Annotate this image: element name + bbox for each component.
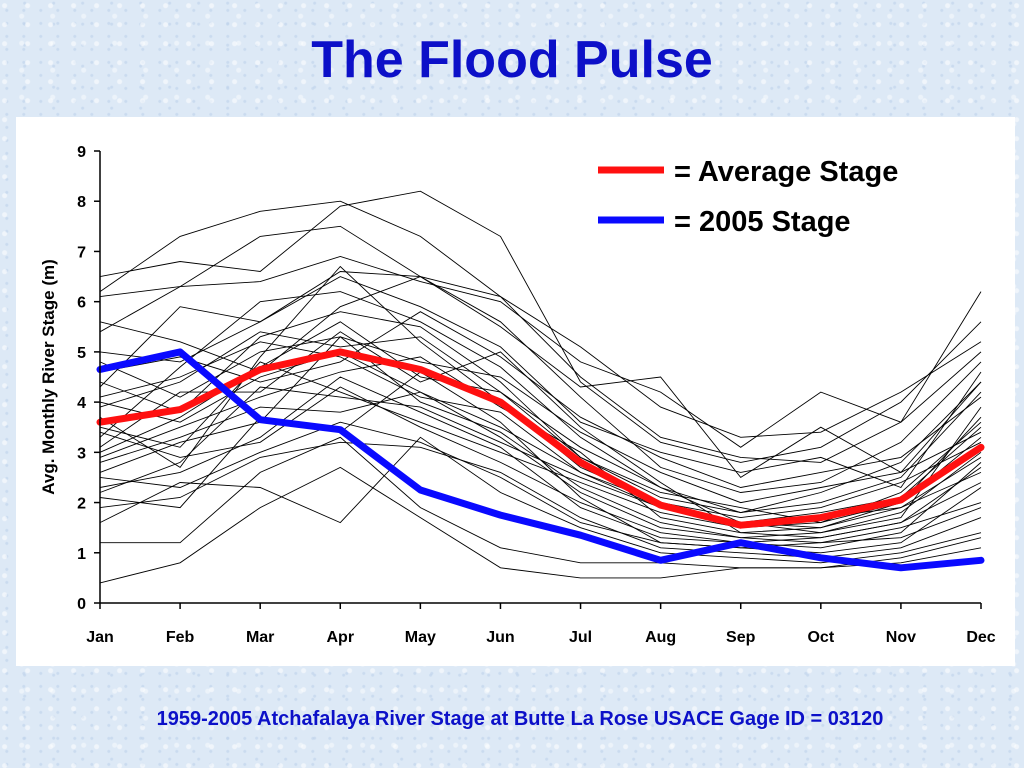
y-tick-label: 2	[77, 496, 86, 513]
annual-series-line-24	[99, 331, 982, 524]
x-tick-label: May	[405, 629, 436, 646]
x-tick-label: Oct	[807, 629, 834, 646]
y-tick-label: 4	[77, 395, 86, 412]
y-tick-label: 6	[77, 295, 86, 312]
average-stage-line	[96, 348, 985, 529]
annual-series-line-1	[99, 200, 982, 463]
x-tick-label: Jul	[569, 629, 592, 646]
y-tick-label: 5	[77, 345, 86, 362]
chart-panel: 0 1 2 3 4 5 6 7 8 9 Jan Feb Mar Apr May Jun Jul Aug Sep Oct…	[16, 117, 1015, 666]
annual-series-line-30	[99, 341, 982, 529]
annual-lines-group	[99, 190, 982, 584]
x-tick-label: Jun	[486, 629, 514, 646]
annual-series-line-20	[99, 336, 982, 504]
annual-series-line-21	[99, 351, 982, 519]
annual-series-line-5	[99, 271, 982, 478]
annual-series-line-7	[99, 291, 982, 514]
x-tick-label: Apr	[326, 629, 354, 646]
x-tick-label: Sep	[726, 629, 756, 646]
annual-series-line-2	[99, 190, 982, 463]
y-tick-label: 1	[77, 546, 86, 563]
x-tick-label: Nov	[886, 629, 916, 646]
annual-series-line-10	[99, 331, 982, 534]
stage-2005-line	[96, 348, 985, 572]
annual-series-line-3	[99, 225, 982, 438]
y-tick-label: 9	[77, 144, 86, 161]
y-tick-label: 0	[77, 596, 86, 613]
annual-series-line-26	[99, 421, 982, 549]
annual-series-line-17	[100, 436, 982, 569]
y-axis-label: Avg. Monthly River Stage (m)	[39, 259, 58, 495]
x-tick-label: Aug	[645, 629, 676, 646]
annual-series-line-6	[99, 276, 982, 489]
annual-series-line-28	[99, 386, 982, 529]
legend: = Average Stage = 2005 Stage	[598, 156, 898, 238]
annual-series-line-19	[99, 276, 982, 493]
ticks-group: 0 1 2 3 4 5 6 7 8 9 Jan Feb Mar Apr May Jun Jul Aug Sep Oct…	[77, 144, 996, 646]
legend-average-label: = Average Stage	[674, 156, 898, 188]
x-tick-label: Dec	[966, 629, 995, 646]
slide-title: The Flood Pulse	[311, 31, 713, 89]
annual-series-line-8	[99, 311, 982, 524]
annual-series-line-25	[99, 386, 982, 544]
flood-pulse-chart: 0 1 2 3 4 5 6 7 8 9 Jan Feb Mar Apr May Jun Jul Aug Sep Oct…	[39, 144, 996, 646]
annual-series-line-4	[99, 256, 982, 448]
chart-caption: 1959-2005 Atchafalaya River Stage at But…	[156, 708, 884, 730]
x-tick-label: Mar	[246, 629, 274, 646]
x-tick-label: Jan	[86, 629, 114, 646]
y-tick-label: 8	[77, 194, 86, 211]
y-tick-label: 3	[77, 445, 86, 462]
highlight-lines-group	[96, 348, 985, 572]
x-tick-label: Feb	[166, 629, 195, 646]
annual-series-line-13	[99, 376, 982, 549]
y-tick-label: 7	[77, 244, 86, 261]
annual-series-line-18	[99, 466, 982, 584]
axes-group	[99, 151, 981, 604]
legend-2005-label: = 2005 Stage	[674, 206, 851, 238]
